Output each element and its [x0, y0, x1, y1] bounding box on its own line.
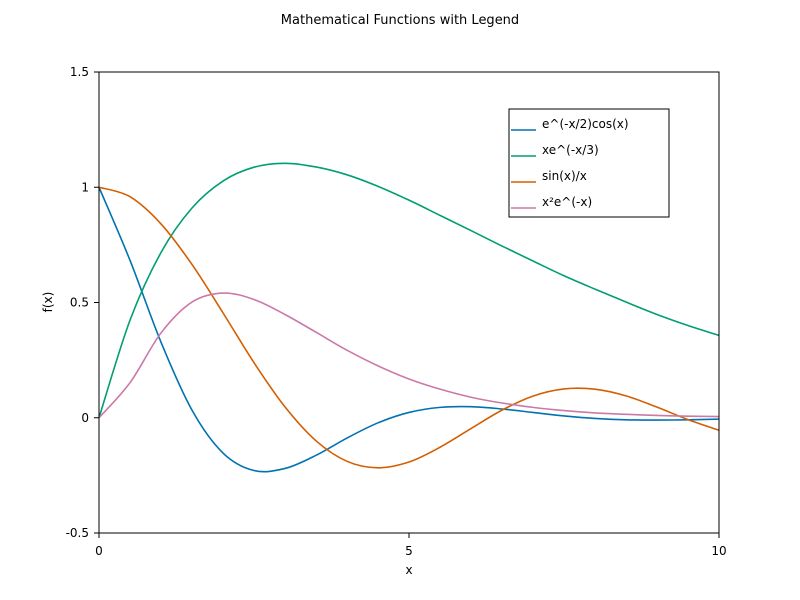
legend-label: x²e^(-x): [542, 195, 592, 209]
x-tick-label: 5: [405, 544, 413, 558]
y-tick-label: 0.5: [70, 296, 89, 310]
y-tick-label: 1: [81, 180, 89, 194]
x-axis-label: x: [405, 563, 412, 577]
series-line-1: [98, 186, 720, 473]
legend-label: e^(-x/2)cos(x): [542, 117, 629, 131]
y-tick-label: 1.5: [70, 65, 89, 79]
legend-label: xe^(-x/3): [542, 143, 599, 157]
y-tick-label: -0.5: [66, 526, 89, 540]
series-line-4: [98, 292, 720, 419]
legend-label: sin(x)/x: [542, 169, 587, 183]
series-line-2: [98, 162, 720, 418]
x-tick-label: 10: [711, 544, 726, 558]
plot-frame: [98, 71, 720, 534]
ticks-group: 0 5 10 -0.5 0 0.5 1 1.5: [66, 65, 727, 558]
legend: e^(-x/2)cos(x) xe^(-x/3) sin(x)/x x²e^(-x): [508, 108, 670, 218]
chart-title: Mathematical Functions with Legend: [281, 13, 519, 28]
series-group: [98, 162, 720, 473]
legend-box: [508, 108, 670, 218]
y-tick-label: 0: [81, 411, 89, 425]
series-line-3: [98, 186, 720, 469]
y-axis-label: f(x): [41, 292, 55, 313]
x-tick-label: 0: [95, 544, 103, 558]
